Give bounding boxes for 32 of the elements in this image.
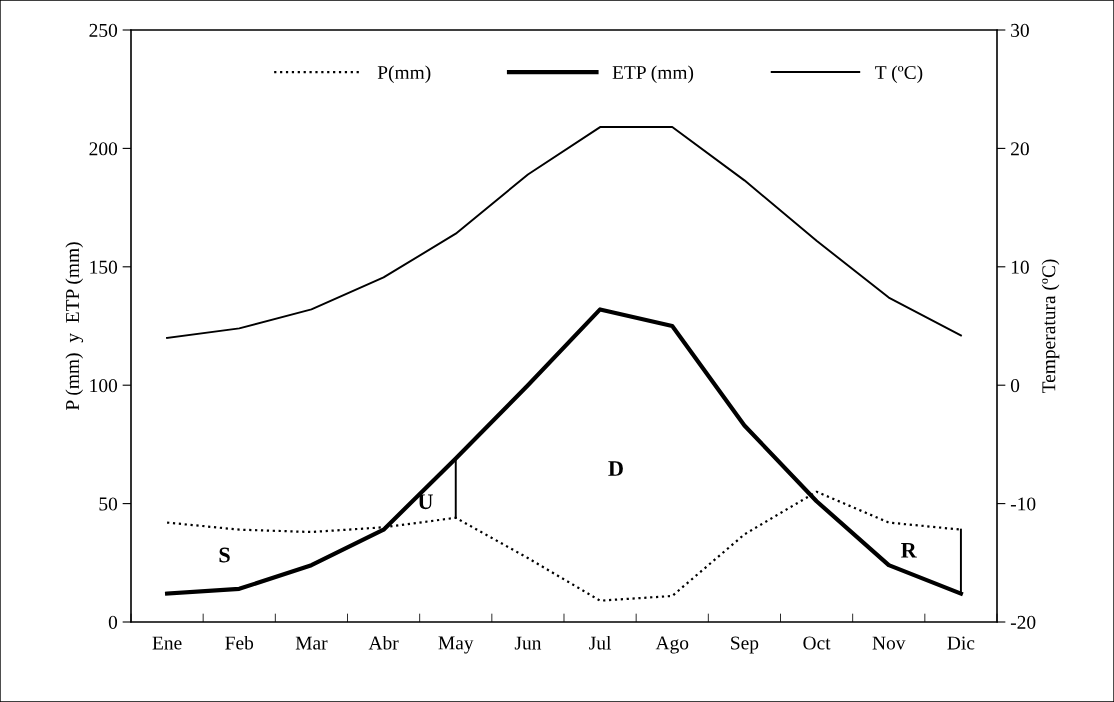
- x-tick-label: Sep: [731, 636, 759, 654]
- legend-label: P(mm): [377, 65, 431, 84]
- annotation: S: [219, 547, 230, 563]
- x-tick-label: Dic: [947, 636, 975, 650]
- y2-tick-label: -10: [1010, 497, 1036, 511]
- legend-label: T (ºC): [875, 65, 923, 84]
- y-tick-label: 100: [90, 379, 118, 393]
- x-tick-label: Mar: [295, 636, 328, 650]
- x-tick-label: Abr: [368, 635, 399, 650]
- x-tick-label: Jun: [514, 636, 542, 650]
- y-tick-label: 50: [99, 497, 118, 511]
- x-tick-label: Oct: [803, 636, 831, 650]
- y-axis-title: P (mm) y ETP (mm): [65, 242, 84, 411]
- y-tick-label: 0: [108, 615, 118, 629]
- x-tick-label: May: [438, 636, 474, 654]
- x-tick-label: Ago: [655, 636, 689, 654]
- x-tick-label: Ene: [152, 636, 182, 650]
- y2-tick-label: 10: [1011, 260, 1029, 274]
- x-tick-label: Jul: [589, 635, 612, 650]
- y2-tick-label: 30: [1011, 23, 1029, 37]
- y-tick-label: 200: [89, 142, 118, 156]
- legend-label: ETP (mm): [612, 65, 694, 84]
- annotation: R: [901, 542, 917, 558]
- y-tick-label: 250: [89, 23, 118, 37]
- y2-tick-label: -20: [1010, 615, 1036, 629]
- y2-tick-label: 0: [1010, 379, 1020, 393]
- annotation: D: [608, 461, 623, 476]
- y-tick-label: 150: [90, 260, 118, 274]
- y2-axis-title: Temperatura (ºC): [1041, 259, 1060, 394]
- x-tick-label: Feb: [225, 635, 254, 650]
- x-tick-label: Nov: [872, 636, 906, 650]
- y2-tick-label: 20: [1011, 142, 1029, 156]
